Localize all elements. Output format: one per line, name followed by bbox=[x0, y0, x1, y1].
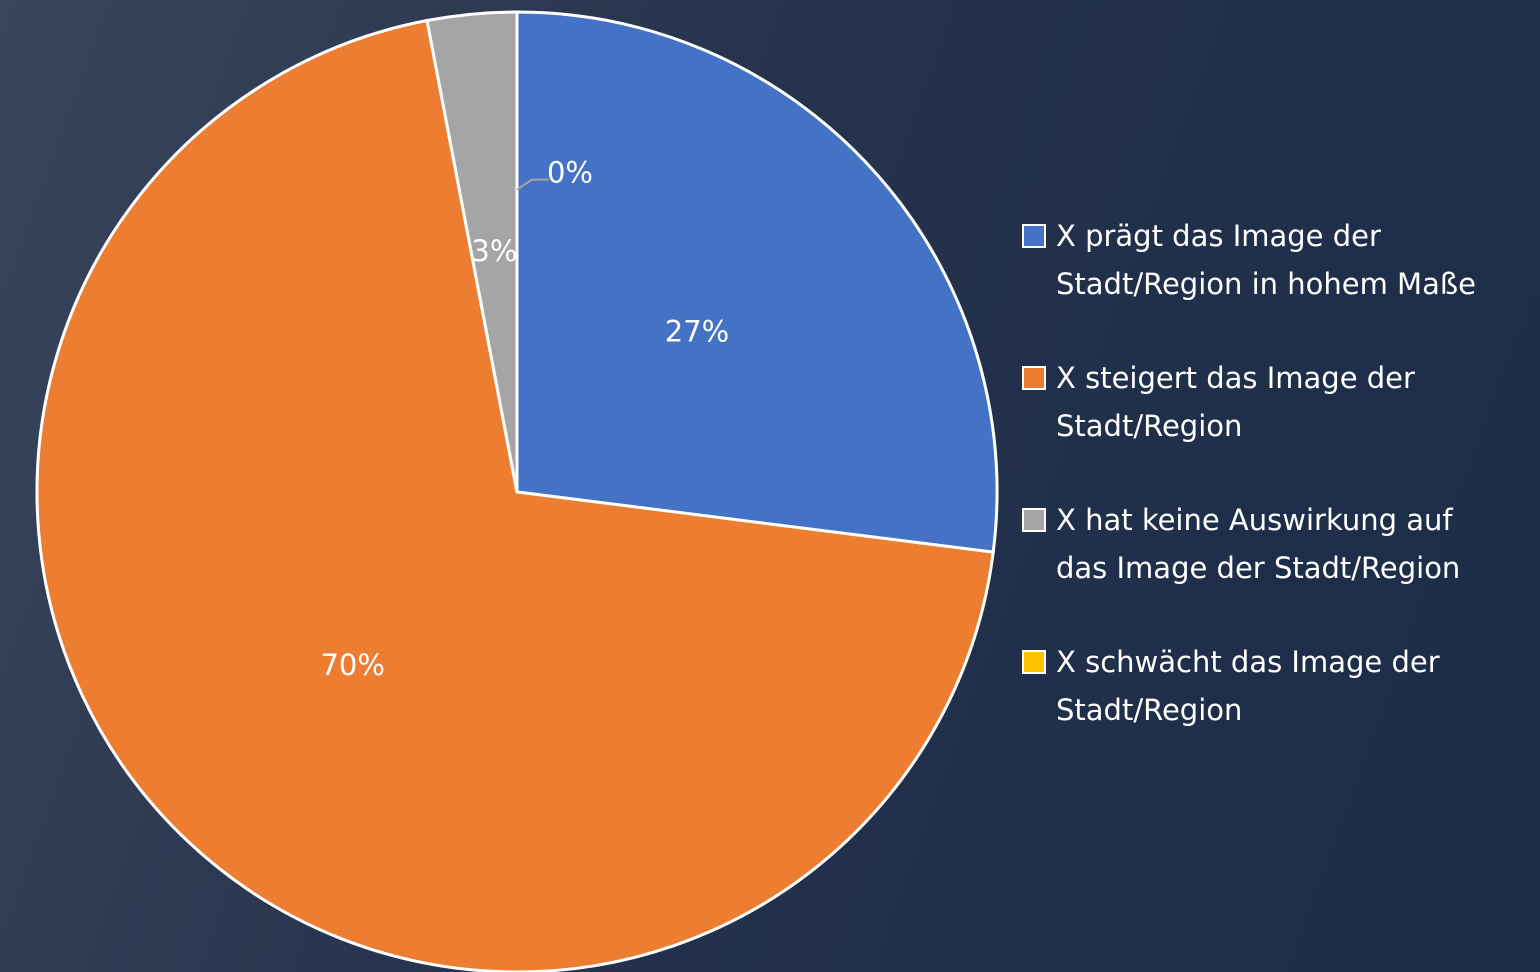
legend-label: X hat keine Auswirkung auf das Image der… bbox=[1056, 503, 1461, 585]
legend-item: X schwächt das Image der Stadt/Region bbox=[1022, 638, 1522, 734]
legend-item: X prägt das Image der Stadt/Region in ho… bbox=[1022, 212, 1522, 308]
data-label: 0% bbox=[547, 156, 593, 190]
chart: 27% 70% 3% 0% bbox=[35, 10, 999, 972]
legend: X prägt das Image der Stadt/Region in ho… bbox=[1022, 212, 1522, 780]
legend-swatch bbox=[1022, 650, 1046, 674]
pie-slice bbox=[515, 10, 999, 554]
data-label: 70% bbox=[320, 648, 384, 682]
pie-slice bbox=[35, 18, 995, 972]
legend-swatch bbox=[1022, 508, 1046, 532]
data-label: 3% bbox=[471, 234, 517, 268]
legend-label: X steigert das Image der Stadt/Region bbox=[1056, 361, 1415, 443]
legend-item: X hat keine Auswirkung auf das Image der… bbox=[1022, 496, 1522, 592]
leader-line bbox=[516, 178, 549, 191]
legend-swatch bbox=[1022, 224, 1046, 248]
legend-label: X schwächt das Image der Stadt/Region bbox=[1056, 645, 1440, 727]
legend-item: X steigert das Image der Stadt/Region bbox=[1022, 354, 1522, 450]
data-label: 27% bbox=[665, 314, 729, 348]
legend-swatch bbox=[1022, 366, 1046, 390]
legend-label: X prägt das Image der Stadt/Region in ho… bbox=[1056, 219, 1476, 301]
